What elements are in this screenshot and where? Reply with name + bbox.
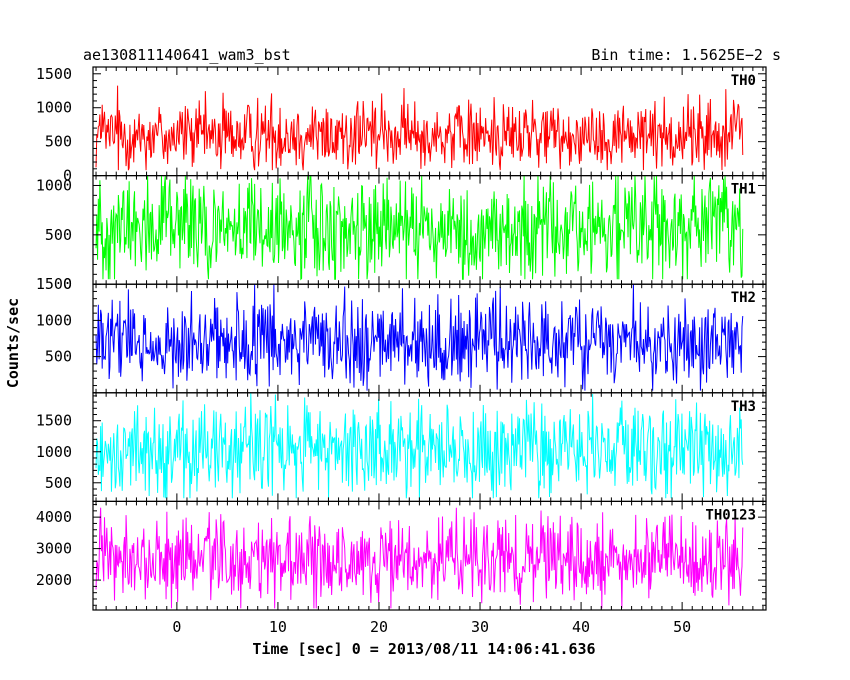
y-tick-label: 1000: [36, 443, 72, 461]
series-th1: [95, 175, 744, 281]
bin-time-label: Bin time: 1.5625E−2 s: [591, 46, 781, 64]
x-tick-label: 40: [572, 618, 590, 636]
y-tick-label: 1500: [36, 65, 72, 83]
panel-th1: 0 500 1000 TH1: [36, 175, 767, 293]
x-tick-label: 20: [370, 618, 388, 636]
panel-label: TH0: [731, 73, 756, 89]
panel-label: TH2: [731, 290, 756, 306]
y-tick-label: 0: [63, 275, 72, 293]
chart-title: ae130811140641_wam3_bst: [83, 46, 291, 64]
x-tick-label: 50: [673, 618, 691, 636]
x-tick-label: 10: [269, 618, 287, 636]
y-tick-label: 0: [63, 167, 72, 185]
panel-th0: 0 500 1000 1500 TH0: [36, 65, 767, 185]
y-tick-label: 1000: [36, 176, 72, 194]
series-th2: [95, 284, 744, 391]
x-axis-label: Time [sec] 0 = 2013/08/11 14:06:41.636: [252, 640, 595, 658]
series-th0: [95, 85, 744, 171]
panel-th3: 500 1000 1500 TH3: [36, 392, 767, 502]
x-tick-label: 30: [471, 618, 489, 636]
y-tick-label: 4000: [36, 508, 72, 526]
panel-label: TH0123: [705, 507, 756, 523]
y-tick-label: 1500: [36, 275, 72, 293]
panel-label: TH1: [731, 182, 756, 198]
y-tick-label: 500: [45, 474, 72, 492]
y-axis-label: Counts/sec: [4, 298, 22, 388]
panel-th0123: 2000 3000 4000 TH0123: [36, 500, 767, 611]
y-tick-label: 1000: [36, 311, 72, 329]
panel-label: TH3: [731, 399, 756, 415]
y-tick-label: 1000: [36, 99, 72, 117]
y-tick-label: 3000: [36, 540, 72, 558]
y-tick-label: 500: [45, 133, 72, 151]
series-th0123: [95, 507, 744, 609]
y-tick-label: 1500: [36, 412, 72, 430]
x-axis: 0 10 20 30 40 50: [172, 618, 691, 636]
series-th3: [95, 392, 744, 499]
y-tick-label: 500: [45, 348, 72, 366]
panel-th2: 500 1000 1500 TH2: [36, 275, 767, 394]
x-tick-label: 0: [172, 618, 181, 636]
y-tick-label: 500: [45, 226, 72, 244]
panels-group: 0 500 1000 1500 TH0 0 500 1000 TH1 500 1000 1500 TH2…: [36, 65, 767, 611]
y-tick-label: 2000: [36, 571, 72, 589]
